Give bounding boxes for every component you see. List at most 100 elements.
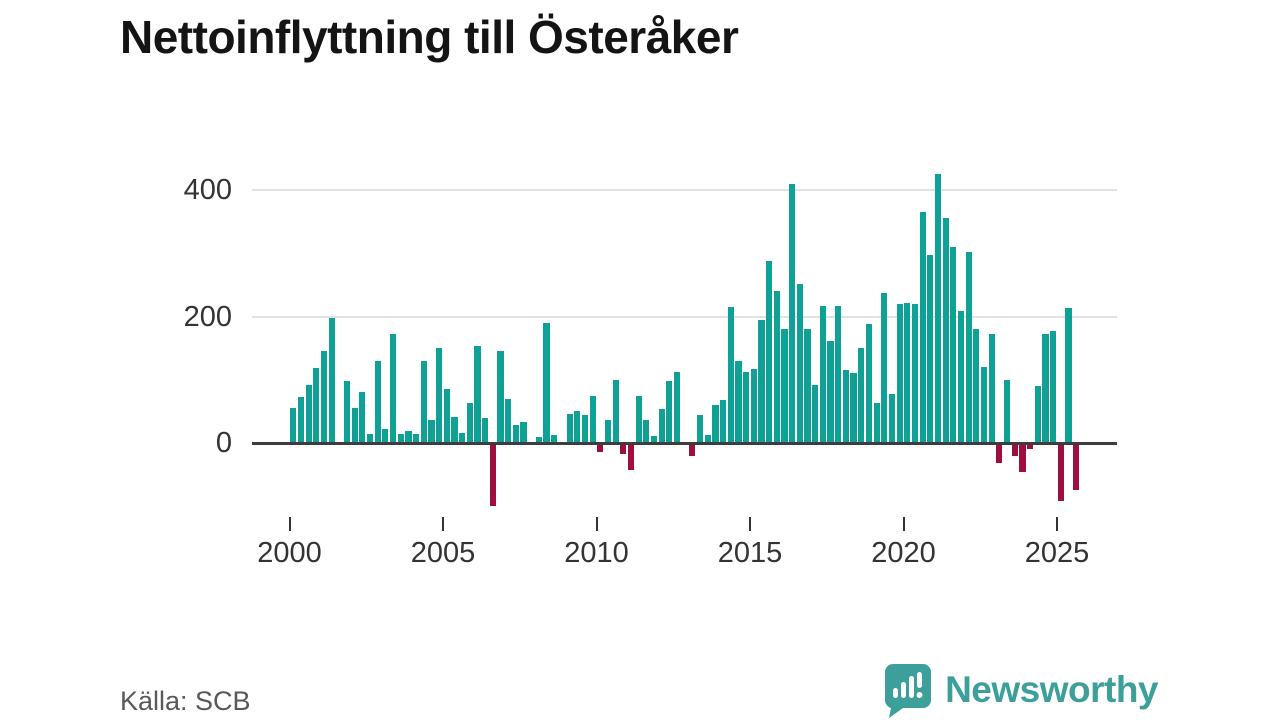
bar-2003-Q4 (405, 430, 412, 443)
bar-2008-Q1 (535, 436, 542, 443)
bar-2019-Q3 (888, 393, 896, 443)
bar-2011-Q4 (650, 436, 658, 443)
bar-2015-Q4 (773, 291, 780, 443)
bar-2005-Q3 (459, 432, 466, 443)
bar-2002-Q4 (374, 360, 381, 443)
bar-2023-Q3 (1011, 443, 1018, 456)
bar-2017-Q3 (827, 341, 834, 443)
newsworthy-wordmark: Newsworthy (945, 669, 1158, 710)
bar-2021-Q2 (942, 218, 949, 443)
bar-2019-Q1 (873, 403, 880, 443)
bar-2009-Q3 (581, 414, 589, 443)
bar-2021-Q3 (950, 246, 957, 443)
bar-2020-Q3 (919, 212, 926, 443)
bar-2010-Q3 (612, 379, 619, 443)
bar-2023-Q2 (1003, 380, 1011, 443)
bar-2014-Q1 (720, 399, 727, 443)
bar-2014-Q3 (735, 360, 742, 443)
bar-2015-Q2 (758, 319, 765, 443)
y-tick-label-200: 200 (183, 300, 232, 333)
bar-2016-Q1 (781, 329, 788, 443)
bar-2014-Q4 (743, 372, 750, 443)
bar-2009-Q2 (574, 410, 581, 443)
bar-2011-Q3 (643, 419, 650, 443)
bar-2004-Q1 (413, 434, 420, 443)
y-tick-label-400: 400 (183, 174, 232, 206)
bar-2018-Q1 (842, 370, 849, 443)
bar-2018-Q3 (858, 348, 865, 443)
source-caption: Källa: SCB (120, 686, 251, 716)
bar-2000-Q3 (305, 384, 312, 443)
bar-2002-Q1 (351, 408, 358, 443)
bar-2007-Q1 (505, 399, 512, 443)
bar-2004-Q2 (420, 360, 427, 443)
bar-2022-Q1 (965, 251, 972, 443)
bar-2005-Q1 (443, 388, 450, 443)
bar-2011-Q2 (635, 395, 642, 443)
bar-2001-Q1 (320, 350, 328, 443)
x-tick-label-2015: 2015 (717, 537, 783, 569)
bar-2024-Q3 (1042, 333, 1049, 443)
bar-2018-Q4 (865, 324, 872, 443)
gridline-400 (252, 189, 1117, 191)
bar-2016-Q4 (804, 329, 811, 443)
bar-2013-Q4 (712, 405, 719, 443)
bar-2015-Q1 (750, 369, 757, 443)
bar-2014-Q2 (727, 307, 734, 443)
x-tick-label-2000: 2000 (257, 537, 322, 569)
x-tick-2000 (288, 517, 291, 531)
bar-2019-Q4 (896, 304, 903, 443)
bar-2005-Q4 (466, 403, 473, 443)
bar-2000-Q2 (297, 396, 305, 443)
bar-2006-Q4 (497, 350, 504, 443)
x-tick-label-2010: 2010 (564, 537, 629, 569)
x-tick-2005 (442, 517, 444, 531)
bar-2016-Q3 (796, 283, 803, 443)
bar-2012-Q1 (658, 409, 665, 443)
bar-2024-Q4 (1050, 331, 1057, 443)
bar-2010-Q4 (620, 443, 627, 455)
bar-2013-Q1 (689, 443, 696, 457)
bar-2002-Q3 (366, 433, 374, 443)
bar-2005-Q2 (451, 417, 458, 443)
x-tick-label-2005: 2005 (410, 537, 476, 569)
bar-2001-Q2 (328, 318, 335, 443)
x-tick-2010 (595, 517, 598, 531)
bar-2018-Q2 (850, 372, 857, 443)
bar-2002-Q2 (359, 391, 366, 443)
bar-2019-Q2 (881, 293, 888, 443)
newsworthy-branding: Newsworthy (881, 662, 1158, 718)
page-title: Nettoinflyttning till Österåker (120, 11, 739, 63)
bar-2021-Q4 (957, 311, 965, 443)
bar-2020-Q4 (927, 254, 934, 443)
bar-2025-Q3 (1073, 443, 1080, 491)
bar-2009-Q4 (589, 395, 596, 443)
bar-2022-Q2 (973, 328, 980, 443)
bar-2016-Q2 (789, 183, 796, 443)
bar-2007-Q3 (520, 422, 527, 443)
zero-axis-line (252, 441, 1117, 445)
bar-2007-Q2 (512, 424, 519, 443)
gridline-200 (252, 315, 1117, 318)
bar-2017-Q2 (819, 305, 826, 443)
newsworthy-logo-icon (881, 662, 933, 718)
bar-2006-Q2 (482, 417, 489, 443)
bar-2003-Q3 (397, 433, 404, 443)
bar-2012-Q3 (673, 372, 681, 443)
bar-2025-Q2 (1065, 308, 1072, 443)
bar-2013-Q3 (704, 434, 711, 443)
y-tick-label-0: 0 (215, 427, 232, 459)
bar-2011-Q1 (627, 443, 635, 470)
x-tick-2025 (1056, 517, 1058, 531)
bar-2008-Q3 (551, 435, 558, 443)
bar-2022-Q3 (980, 367, 988, 443)
bar-2013-Q2 (696, 415, 704, 443)
bar-2025-Q1 (1057, 443, 1064, 501)
bar-2001-Q4 (343, 381, 351, 443)
bar-2008-Q2 (543, 322, 550, 443)
bar-2022-Q4 (988, 333, 995, 443)
bar-2020-Q1 (904, 302, 911, 443)
x-tick-2020 (902, 517, 905, 531)
bar-2006-Q1 (474, 346, 481, 443)
bar-2003-Q1 (382, 429, 389, 443)
